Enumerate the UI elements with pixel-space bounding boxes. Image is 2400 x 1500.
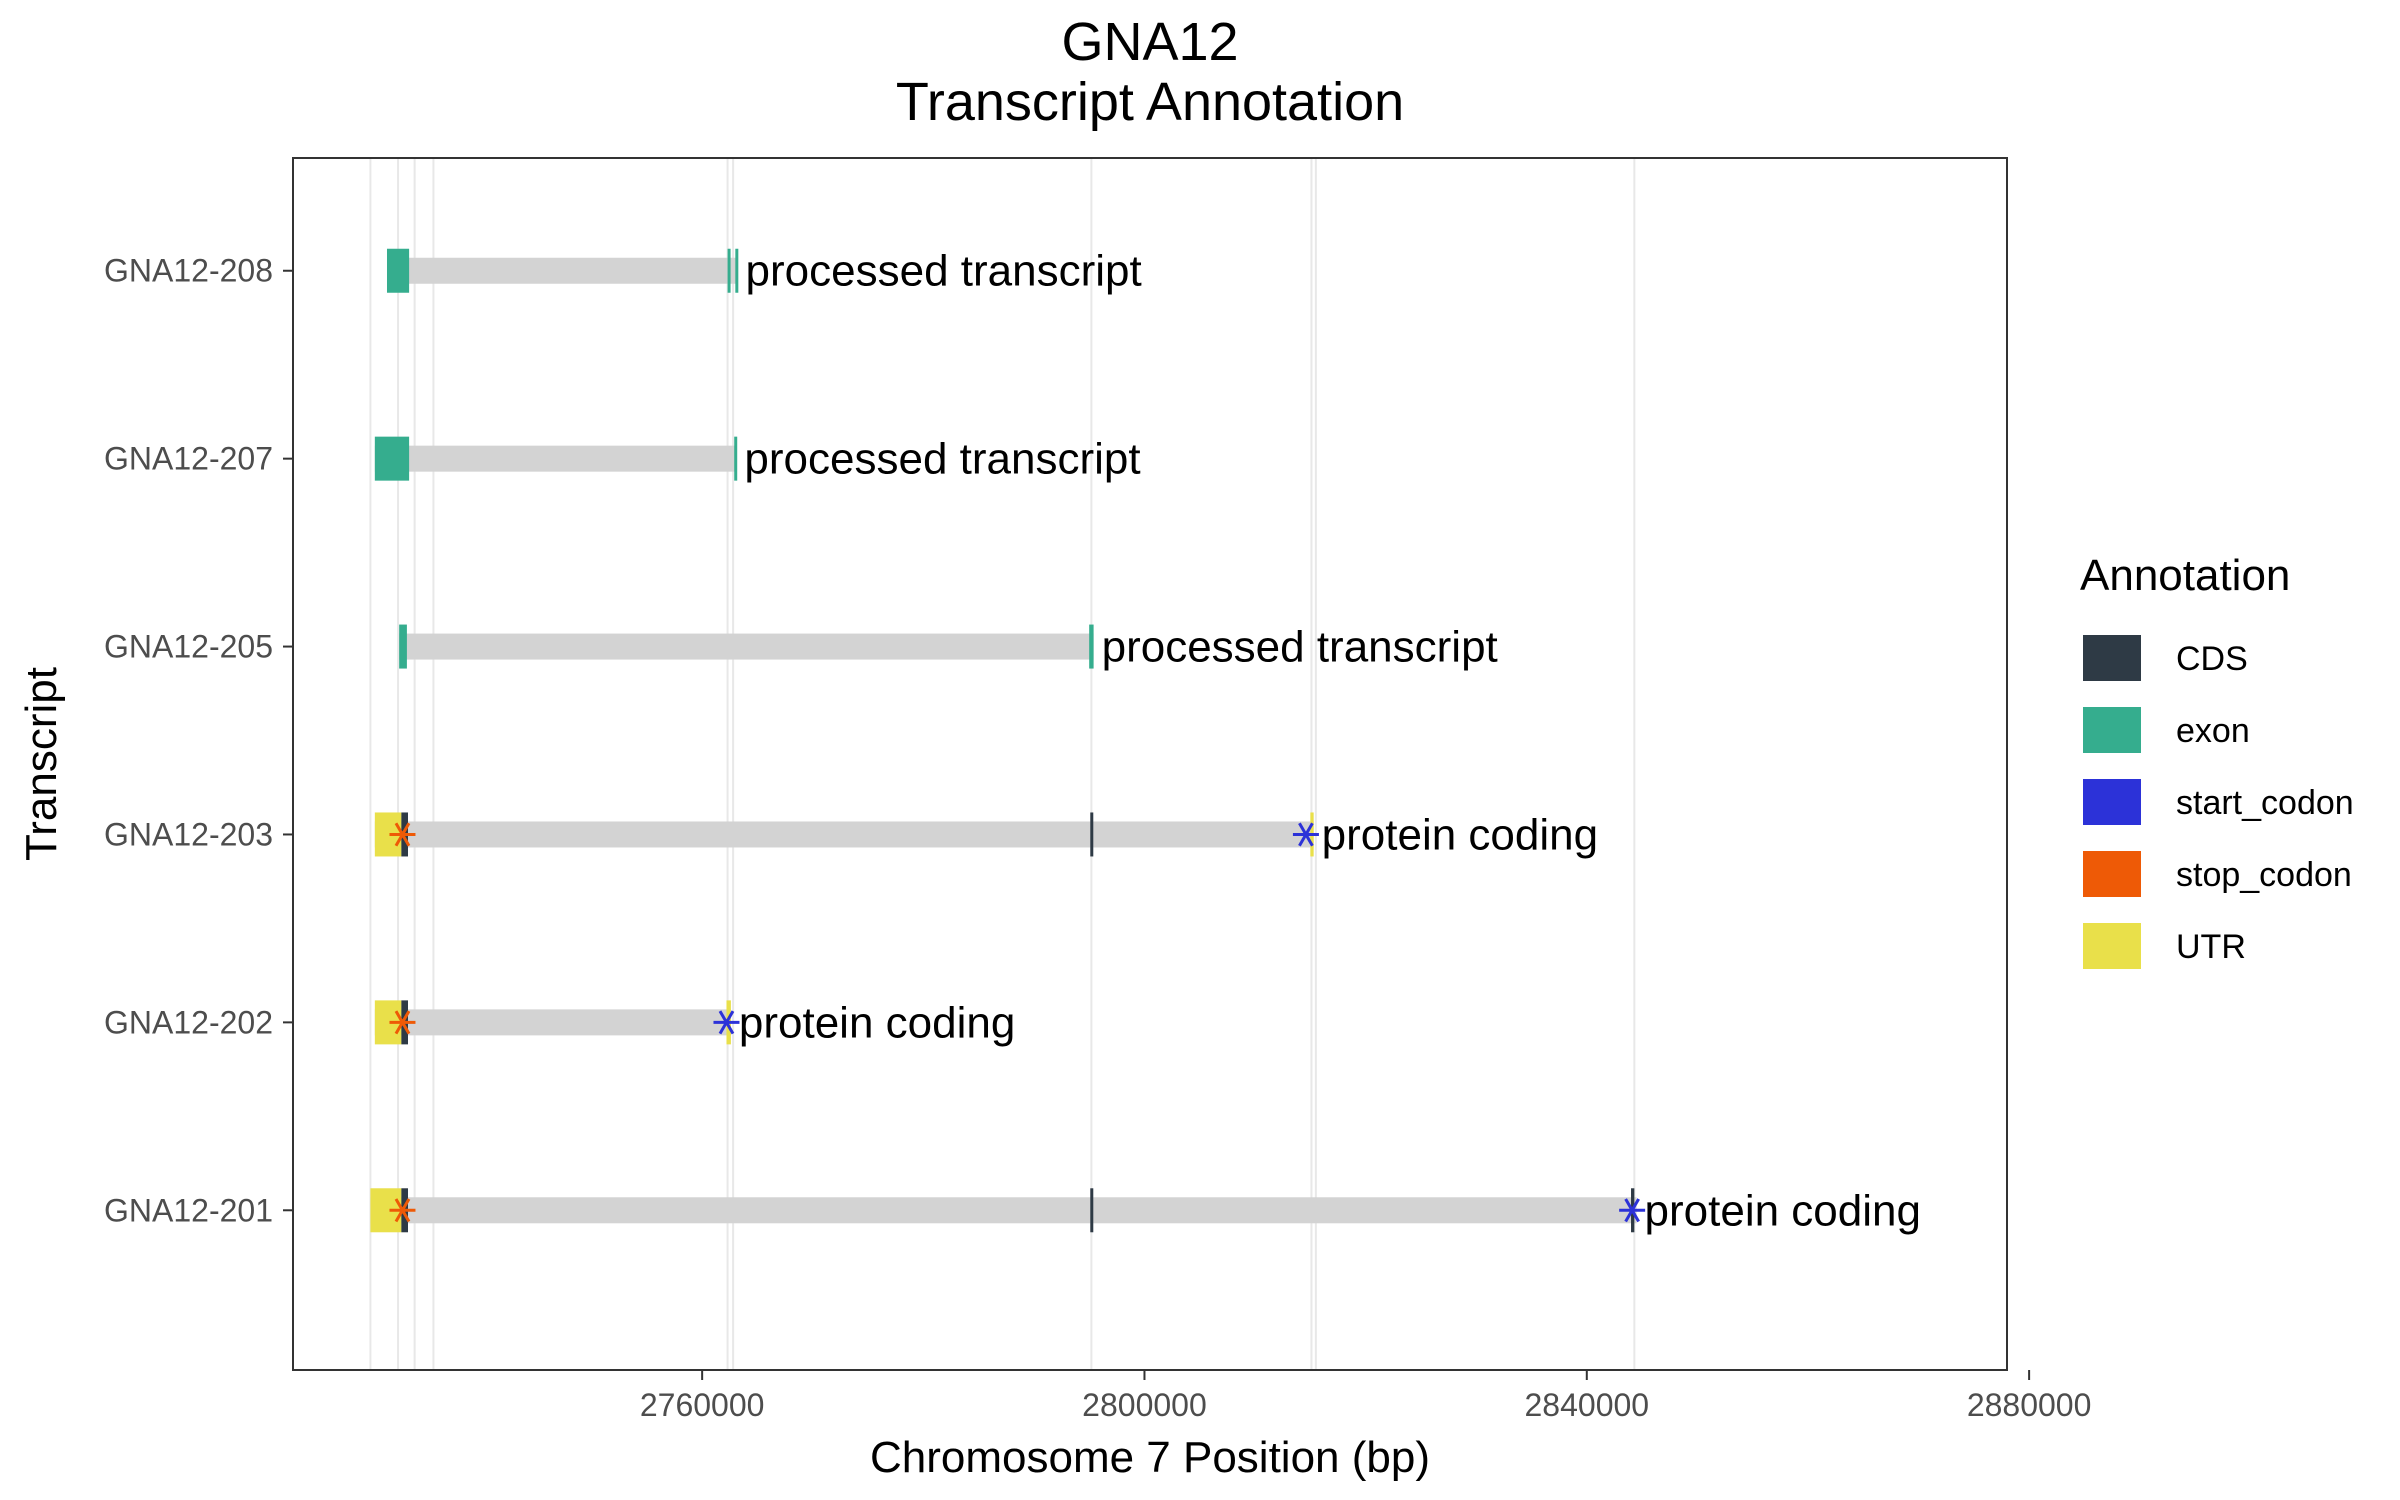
transcript-type-label: protein coding [739,998,1015,1047]
legend-label: CDS [2176,640,2248,678]
legend-key-utr [2083,923,2141,969]
start-codon-marker [1292,822,1319,847]
x-axis: 2760000 2800000 2840000 2880000 [640,1370,2092,1423]
exon-block [735,248,739,293]
exon-block [386,248,410,293]
exon-block [1089,624,1094,669]
stop-codon-marker [389,822,416,847]
y-tick-label: GNA12-208 [104,253,273,289]
transcript-type-label: processed transcript [1102,623,1498,672]
intron-bar [399,633,1094,660]
transcript-row: protein coding [374,810,1598,859]
transcript-type-label: protein coding [1322,810,1598,859]
y-tick-label: GNA12-201 [104,1192,273,1228]
legend-key-cds [2083,635,2141,681]
intron-bar [374,821,1314,848]
intron-bar [370,1197,1637,1224]
legend-key-stop-codon [2083,851,2141,897]
transcript-row: protein coding [370,1186,1921,1235]
transcript-row: processed transcript [374,435,1141,484]
exon-block [734,436,738,481]
legend-label: stop_codon [2176,856,2352,894]
legend-label: start_codon [2176,784,2354,822]
x-tick-label: 2840000 [1525,1387,1650,1423]
chart-title: GNA12 [1061,12,1238,72]
x-axis-label: Chromosome 7 Position (bp) [870,1433,1430,1482]
x-tick-label: 2880000 [1967,1387,2092,1423]
legend-key-start-codon [2083,779,2141,825]
x-tick-label: 2760000 [640,1387,765,1423]
stop-codon-marker [389,1198,416,1223]
stop-codon-marker [389,1010,416,1035]
cds-block [1090,1188,1094,1233]
transcript-type-label: processed transcript [746,247,1142,296]
intron-bar [374,445,737,472]
y-tick-label: GNA12-203 [104,816,273,852]
transcript-type-label: processed transcript [744,435,1140,484]
start-codon-marker [1619,1198,1646,1223]
transcript-row: protein coding [374,998,1015,1047]
intron-bar [386,257,738,284]
start-codon-marker [713,1010,740,1035]
legend: Annotation CDS exon start_codon stop_codon U… [2080,551,2354,969]
transcript-row: processed transcript [399,623,1498,672]
transcript-type-label: protein coding [1645,1186,1921,1235]
x-tick-label: 2800000 [1082,1387,1207,1423]
y-tick-label: GNA12-205 [104,629,273,665]
guide-lines [369,158,1636,1370]
legend-key-exon [2083,707,2141,753]
transcript-tracks: processed transcript processed transcript… [370,247,1921,1235]
exon-block [399,624,407,669]
legend-title: Annotation [2080,551,2290,600]
y-axis: GNA12-208 GNA12-207 GNA12-205 GNA12-203 GNA1… [104,253,293,1228]
chart-subtitle: Transcript Annotation [896,72,1404,132]
y-axis-label: Transcript [17,667,66,861]
exon-block [374,436,410,481]
legend-label: exon [2176,712,2250,750]
transcript-row: processed transcript [386,247,1142,296]
exon-block [727,248,731,293]
intron-bar [374,1009,731,1036]
cds-block [1090,812,1094,857]
y-tick-label: GNA12-202 [104,1004,273,1040]
y-tick-label: GNA12-207 [104,441,273,477]
legend-label: UTR [2176,928,2246,966]
plot-panel-border [292,157,2008,1371]
